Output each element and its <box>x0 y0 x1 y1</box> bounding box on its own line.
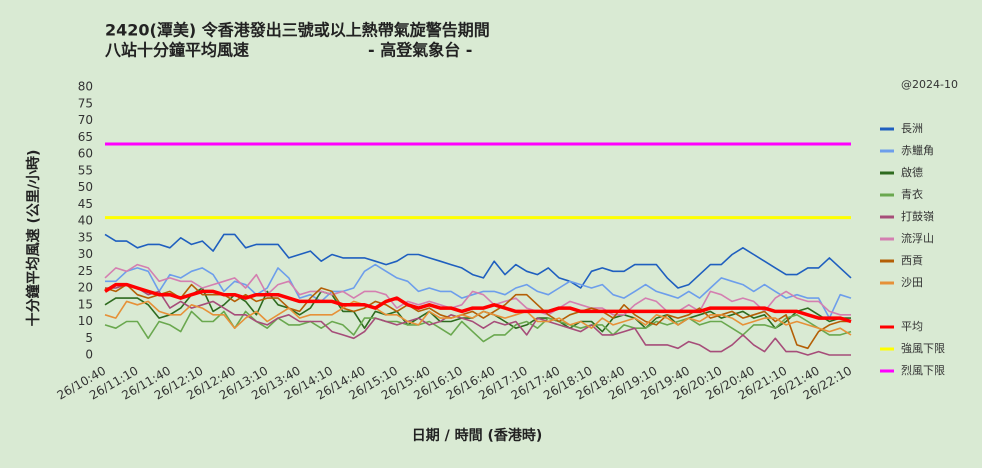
y-tick-label: 45 <box>78 197 93 211</box>
legend-label: 沙田 <box>901 276 923 289</box>
y-tick-label: 20 <box>78 281 93 295</box>
series-line <box>104 282 852 324</box>
legend-label: 打鼓嶺 <box>901 209 934 223</box>
series-line <box>104 310 852 343</box>
legend-label: 赤鱲角 <box>901 144 934 157</box>
legend-label: 強風下限 <box>901 342 945 355</box>
y-tick-label: 30 <box>78 247 93 261</box>
series-line <box>104 233 852 289</box>
y-tick-label: 65 <box>78 130 93 144</box>
legend-label: 平均 <box>901 320 923 333</box>
y-tick-label: 55 <box>78 163 93 177</box>
y-tick-label: 70 <box>78 113 93 127</box>
y-tick-label: 5 <box>85 331 93 345</box>
y-tick-label: 0 <box>85 348 93 362</box>
legend-label: 長洲 <box>901 122 923 135</box>
y-tick-label: 40 <box>78 214 93 228</box>
y-tick-label: 80 <box>78 80 93 94</box>
legend-label: 啟德 <box>901 165 923 179</box>
x-axis-label: 日期 / 時間 (香港時) <box>412 427 543 444</box>
legend-label: 烈風下限 <box>901 363 945 377</box>
chart-subtitle: 八站十分鐘平均風速 <box>104 41 249 60</box>
legend-label: 西貢 <box>901 254 923 267</box>
y-axis-label: 十分鐘平均風速 (公里/小時) <box>25 150 42 327</box>
series-line <box>104 300 852 336</box>
legend-label: 流浮山 <box>901 231 934 245</box>
y-tick-label: 35 <box>78 230 93 244</box>
chart-note: @2024-10 <box>901 78 958 91</box>
legend-label: 青衣 <box>901 187 923 201</box>
y-tick-label: 75 <box>78 96 93 110</box>
chart-source: - 高登氣象台 - <box>368 41 472 60</box>
y-tick-label: 25 <box>78 264 93 278</box>
series-line <box>105 283 851 356</box>
series-line <box>104 263 851 316</box>
y-tick-label: 50 <box>78 180 93 194</box>
y-tick-label: 10 <box>78 314 93 328</box>
y-tick-label: 60 <box>78 147 93 161</box>
y-tick-label: 15 <box>78 297 93 311</box>
chart-title: 2420(潭美) 令香港發出三號或以上熱帶氣旋警告期間 <box>105 21 490 40</box>
